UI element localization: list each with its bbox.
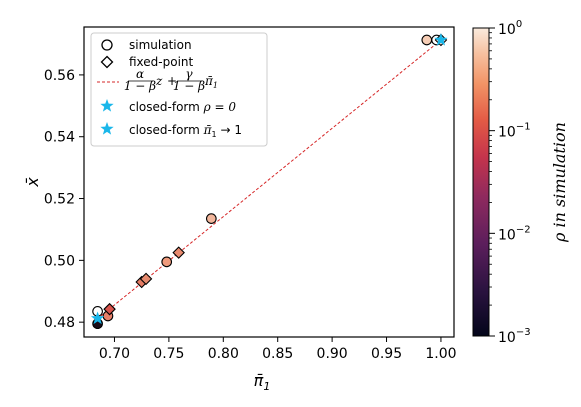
legend: simulation fixed-point α 1 − β z + γ 1 −… [90,32,268,147]
fixed-point-marker [139,272,153,286]
x-axis-ticks: 0.70 0.75 0.80 0.85 0.90 0.95 1.00 [99,337,457,362]
x-tick-label: 1.00 [425,346,456,362]
legend-label-fit-line: α 1 − β z + γ 1 − β π̄1 [124,67,218,93]
colorbar-tick-label: 10−2 [498,224,531,243]
fixed-point-marker [172,246,185,259]
colorbar-gradient [472,27,490,337]
x-tick-label: 0.80 [208,346,239,362]
x-tick-label: 0.85 [262,346,293,362]
y-tick-label: 0.52 [44,192,75,208]
svg-text:1 − β: 1 − β [173,79,205,93]
fit-line-layer [96,39,442,320]
colorbar-tick-label: 10−3 [498,327,531,346]
x-axis-title-subscript: 1 [263,380,270,393]
x-axis-title: π̄1 [254,371,271,393]
svg-text:1 − β: 1 − β [124,79,156,93]
y-axis-title: x̄ [23,177,42,188]
legend-label-closed-form-pi: closed-form π̄1 → 1 [129,123,242,139]
fit-line [96,39,442,320]
simulation-point [205,213,217,224]
legend-label-closed-form-rho: closed-form ρ = 0 [129,100,236,114]
data-points [90,32,448,330]
x-tick-label: 0.70 [99,346,130,362]
y-tick-label: 0.50 [44,253,75,269]
legend-marker-fixed-point [100,55,114,69]
svg-text:γ: γ [185,67,193,81]
colorbar-tick-label: 10−1 [498,122,531,141]
legend-label-simulation: simulation [129,38,192,52]
colorbar-ticks: 100 10−1 10−2 10−3 [489,19,531,346]
simulation-point [161,256,173,268]
closed-form-star [90,311,105,325]
y-tick-label: 0.56 [44,68,75,84]
legend-marker-closed-form-rho [100,99,114,112]
legend-marker-closed-form-pi [100,122,114,135]
y-tick-label: 0.48 [44,315,75,331]
fixed-point-marker [103,302,116,316]
svg-text:α: α [136,67,144,81]
svg-text:+: + [167,74,177,88]
svg-text:π̄1: π̄1 [204,74,218,90]
colorbar: 100 10−1 10−2 10−3 ρ in simulation [472,19,569,346]
colorbar-tick-label: 100 [498,19,522,38]
y-axis-ticks: 0.48 0.50 0.52 0.54 0.56 [44,68,84,331]
y-tick-label: 0.54 [44,130,75,146]
simulation-point [421,34,433,46]
x-tick-label: 0.75 [153,346,184,362]
svg-text:z: z [155,74,163,88]
colorbar-title: ρ in simulation [550,122,569,243]
legend-box [90,32,268,147]
legend-marker-simulation [101,39,113,51]
x-tick-label: 0.95 [371,346,402,362]
x-tick-label: 0.90 [317,346,348,362]
legend-label-fixed-point: fixed-point [129,55,194,69]
closed-form-star [434,32,448,46]
